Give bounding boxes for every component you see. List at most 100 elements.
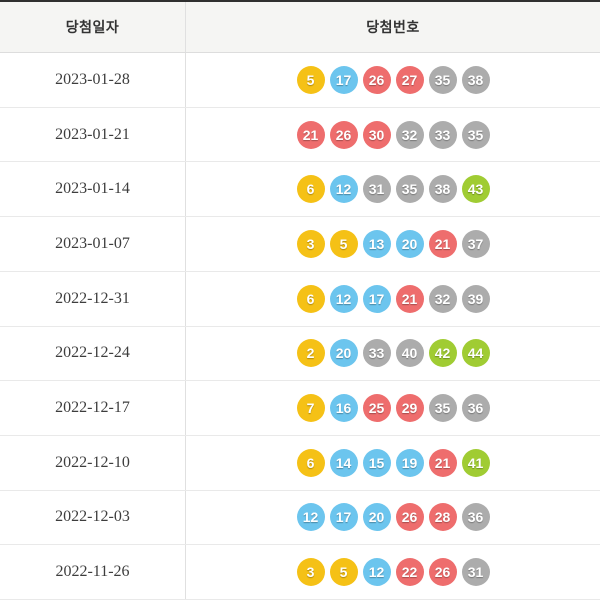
lotto-ball: 32 — [428, 284, 457, 313]
lotto-ball: 26 — [362, 65, 391, 94]
lotto-ball: 35 — [428, 394, 457, 423]
table-row: 2023-01-07 3 5 13 20 21 37 — [0, 217, 600, 272]
lotto-ball: 14 — [329, 448, 358, 477]
draw-date-cell: 2022-12-03 — [0, 490, 186, 545]
lotto-ball: 17 — [362, 284, 391, 313]
lotto-ball: 42 — [428, 339, 457, 368]
lotto-ball: 26 — [428, 558, 457, 587]
lotto-ball: 3 — [296, 229, 325, 258]
draw-date: 2023-01-14 — [55, 180, 130, 198]
winning-numbers-cell: 7 16 25 29 35 36 — [186, 381, 600, 435]
draw-date: 2022-11-26 — [55, 563, 130, 581]
winning-numbers-cell: 12 17 20 26 28 36 — [186, 491, 600, 545]
lotto-ball: 21 — [296, 120, 325, 149]
lotto-ball: 2 — [296, 339, 325, 368]
winning-numbers-cell: 3 5 12 22 26 31 — [186, 545, 600, 599]
draw-date: 2022-12-10 — [55, 453, 130, 471]
table-row: 2022-12-10 6 14 15 19 21 41 — [0, 435, 600, 491]
lotto-ball: 17 — [329, 503, 358, 532]
lotto-ball: 12 — [329, 284, 358, 313]
lotto-ball: 38 — [428, 175, 457, 204]
draw-date-cell: 2023-01-07 — [0, 217, 186, 271]
lotto-ball: 41 — [461, 448, 490, 477]
lotto-ball: 17 — [329, 65, 358, 94]
draw-date-cell: 2022-12-10 — [0, 435, 186, 490]
lotto-ball: 21 — [428, 229, 457, 258]
lotto-ball: 21 — [395, 284, 424, 313]
winning-numbers-cell: 5 17 26 27 35 38 — [186, 53, 600, 107]
draw-date: 2023-01-07 — [55, 234, 130, 252]
header-cell-date: 당첨일자 — [0, 2, 186, 52]
winning-numbers-cell: 6 14 15 19 21 41 — [186, 436, 600, 490]
table-row: 2023-01-14 6 12 31 35 38 43 — [0, 162, 600, 218]
table-row: 2023-01-28 5 17 26 27 35 38 — [0, 53, 600, 108]
table-row: 2022-12-24 2 20 33 40 42 44 — [0, 326, 600, 382]
lotto-ball: 39 — [461, 284, 490, 313]
lotto-ball: 26 — [329, 120, 358, 149]
lotto-ball: 5 — [296, 65, 325, 94]
draw-date: 2023-01-21 — [55, 125, 130, 143]
table-row: 2022-12-17 7 16 25 29 35 36 — [0, 381, 600, 436]
table-row: 2022-12-03 12 17 20 26 28 36 — [0, 490, 600, 546]
lotto-ball: 44 — [461, 339, 490, 368]
lotto-ball: 16 — [329, 394, 358, 423]
lotto-ball: 5 — [329, 229, 358, 258]
table-row: 2023-01-21 21 26 30 32 33 35 — [0, 107, 600, 163]
lotto-ball: 37 — [461, 229, 490, 258]
lotto-ball: 21 — [428, 448, 457, 477]
winning-numbers-cell: 2 20 33 40 42 44 — [186, 327, 600, 381]
lotto-ball: 12 — [329, 175, 358, 204]
lotto-ball: 19 — [395, 448, 424, 477]
lotto-ball: 40 — [395, 339, 424, 368]
lotto-ball: 20 — [362, 503, 391, 532]
lotto-ball: 12 — [362, 558, 391, 587]
lotto-ball: 20 — [329, 339, 358, 368]
draw-date-cell: 2023-01-14 — [0, 162, 186, 217]
winning-numbers-cell: 6 12 17 21 32 39 — [186, 272, 600, 326]
lotto-ball: 35 — [428, 65, 457, 94]
draw-date-cell: 2022-11-26 — [0, 545, 186, 600]
draw-date-cell: 2022-12-24 — [0, 326, 186, 381]
header-cell-numbers: 당첨번호 — [186, 2, 600, 52]
winning-numbers-cell: 6 12 31 35 38 43 — [186, 162, 600, 216]
lotto-ball: 5 — [329, 558, 358, 587]
table-header-row: 당첨일자 당첨번호 — [0, 2, 600, 53]
numbers-column-header: 당첨번호 — [366, 19, 420, 35]
lotto-ball: 30 — [362, 120, 391, 149]
lotto-ball: 6 — [296, 284, 325, 313]
lotto-ball: 26 — [395, 503, 424, 532]
draw-date: 2022-12-24 — [55, 344, 130, 362]
lotto-ball: 33 — [362, 339, 391, 368]
lotto-ball: 3 — [296, 558, 325, 587]
lotto-ball: 27 — [395, 65, 424, 94]
draw-date: 2023-01-28 — [55, 70, 130, 88]
lotto-ball: 43 — [461, 175, 490, 204]
lotto-ball: 15 — [362, 448, 391, 477]
lotto-ball: 20 — [395, 229, 424, 258]
lotto-ball: 25 — [362, 394, 391, 423]
lotto-ball: 36 — [461, 503, 490, 532]
draw-date: 2022-12-17 — [55, 399, 130, 417]
lotto-ball: 13 — [362, 229, 391, 258]
draw-date: 2022-12-03 — [55, 508, 130, 526]
lotto-ball: 38 — [461, 65, 490, 94]
date-column-header: 당첨일자 — [65, 19, 120, 35]
lotto-ball: 29 — [395, 394, 424, 423]
lotto-ball: 6 — [296, 448, 325, 477]
draw-date-cell: 2023-01-28 — [0, 53, 186, 107]
lotto-ball: 32 — [395, 120, 424, 149]
lotto-ball: 35 — [461, 120, 490, 149]
lotto-ball: 7 — [296, 394, 325, 423]
table-row: 2022-11-26 3 5 12 22 26 31 — [0, 545, 600, 600]
lotto-ball: 31 — [362, 175, 391, 204]
table-row: 2022-12-31 6 12 17 21 32 39 — [0, 271, 600, 327]
draw-date-cell: 2022-12-31 — [0, 271, 186, 326]
draw-date-cell: 2023-01-21 — [0, 107, 186, 162]
lotto-ball: 35 — [395, 175, 424, 204]
lotto-ball: 33 — [428, 120, 457, 149]
lotto-ball: 31 — [461, 558, 490, 587]
winning-numbers-cell: 3 5 13 20 21 37 — [186, 217, 600, 271]
winning-numbers-cell: 21 26 30 32 33 35 — [186, 108, 600, 162]
lotto-ball: 28 — [428, 503, 457, 532]
